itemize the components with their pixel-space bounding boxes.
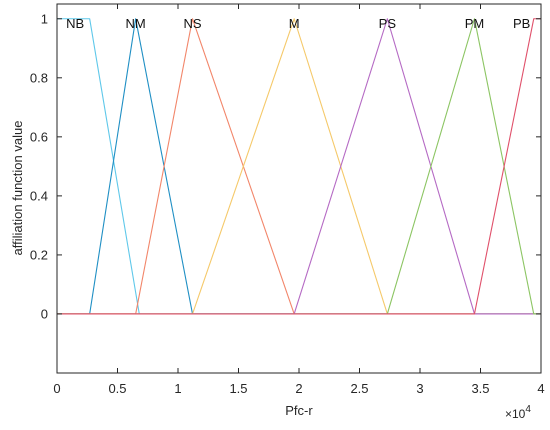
series-label-ps: PS bbox=[379, 16, 397, 31]
x-axis-ticks: 0 0.5 1 1.5 2 2.5 3 3.5 4 bbox=[53, 4, 545, 396]
x-tick-label: 2.5 bbox=[350, 381, 368, 396]
x-tick-label: 2 bbox=[295, 381, 302, 396]
series-label-pm: PM bbox=[465, 16, 485, 31]
x-tick-label: 1 bbox=[174, 381, 181, 396]
series-label-m: M bbox=[289, 16, 300, 31]
x-tick-label: 0.5 bbox=[108, 381, 126, 396]
y-axis-ticks: 0 0.2 0.4 0.6 0.8 1 bbox=[30, 11, 541, 321]
y-tick-label: 0.8 bbox=[30, 70, 48, 85]
series-label-pb: PB bbox=[513, 16, 530, 31]
x-tick-label: 4 bbox=[537, 381, 544, 396]
y-tick-label: 0.2 bbox=[30, 247, 48, 262]
y-tick-label: 0.6 bbox=[30, 129, 48, 144]
x-tick-label: 3.5 bbox=[471, 381, 489, 396]
x-tick-label: 1.5 bbox=[229, 381, 247, 396]
y-tick-label: 1 bbox=[41, 11, 48, 26]
series-label-ns: NS bbox=[183, 16, 201, 31]
x-axis-label: Pfc-r bbox=[285, 403, 313, 418]
x-tick-label: 3 bbox=[416, 381, 423, 396]
series-labels: NB NM NS M PS PM PB bbox=[66, 16, 530, 31]
series-label-nb: NB bbox=[66, 16, 84, 31]
x-axis-exponent: ×104 bbox=[505, 404, 531, 421]
y-axis-label: affiliation function value bbox=[10, 121, 25, 256]
y-tick-label: 0.4 bbox=[30, 188, 48, 203]
y-tick-label: 0 bbox=[41, 306, 48, 321]
x-axis-exponent-base: ×10 bbox=[505, 407, 526, 421]
x-axis-exponent-power: 4 bbox=[525, 404, 531, 415]
x-tick-label: 0 bbox=[53, 381, 60, 396]
series-label-nm: NM bbox=[126, 16, 146, 31]
